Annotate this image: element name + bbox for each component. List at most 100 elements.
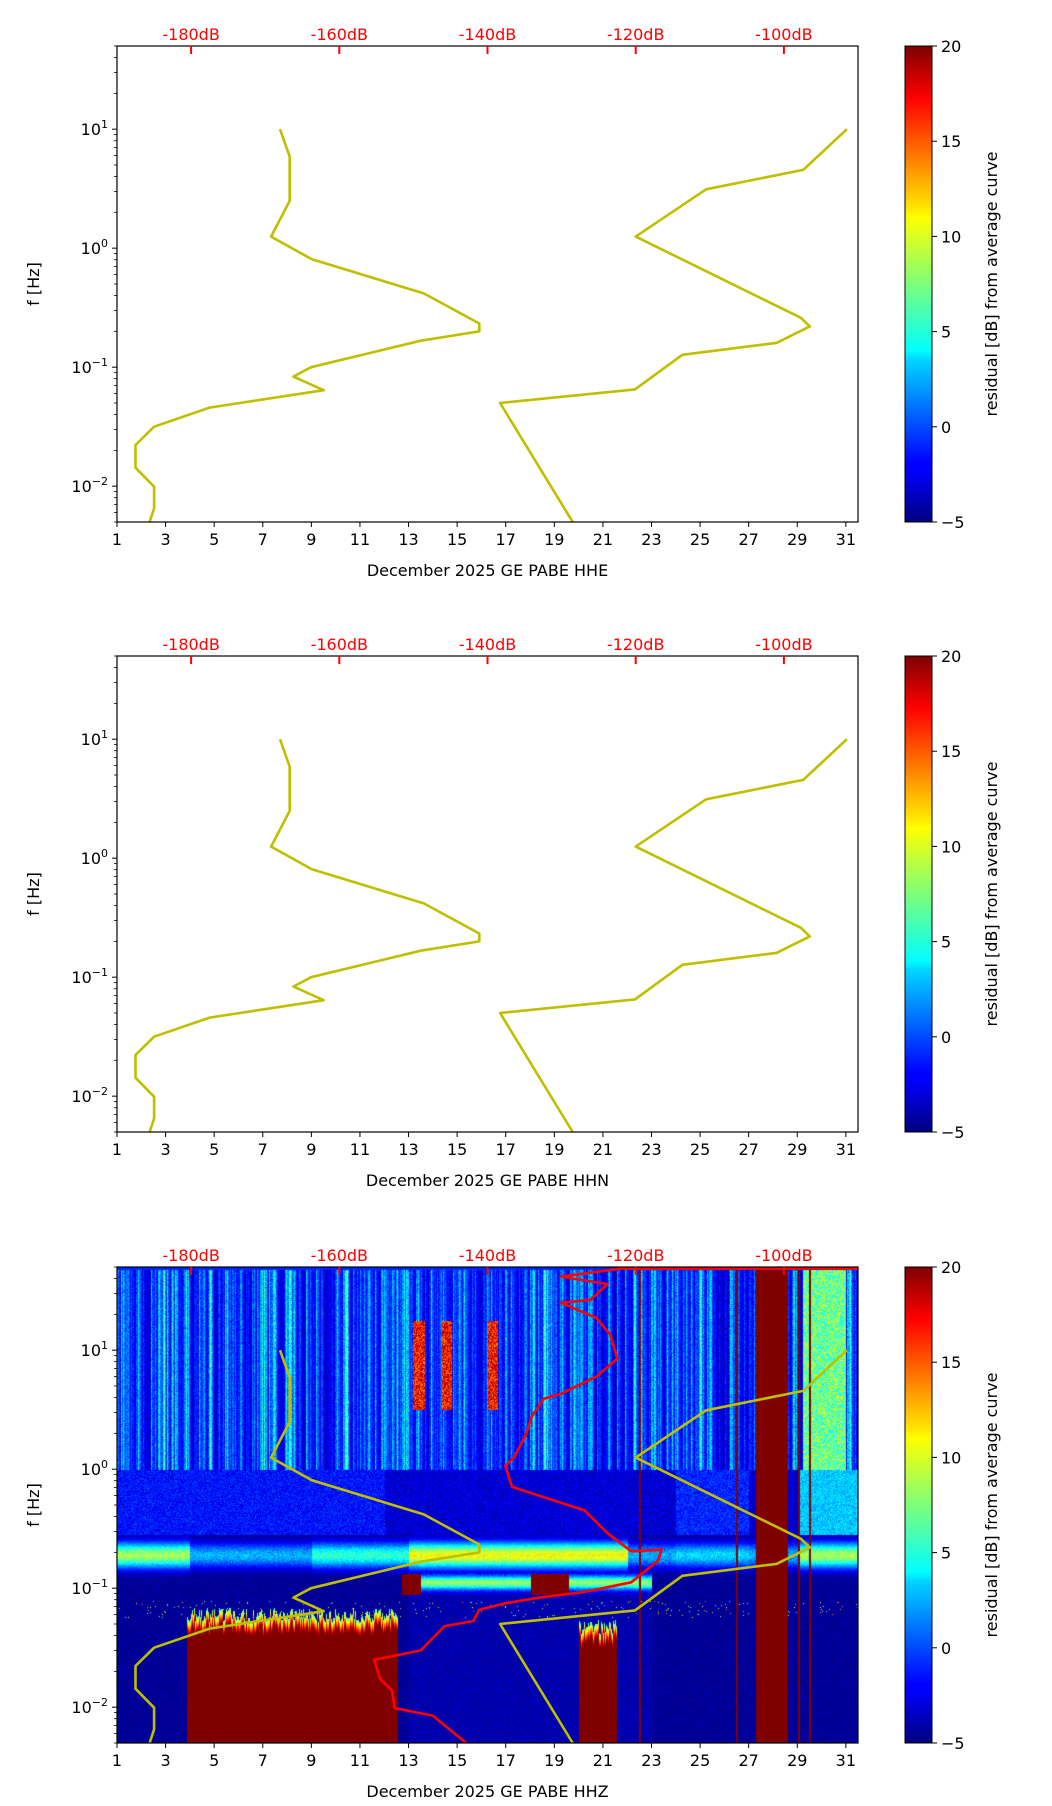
x-tick-label: 7: [258, 1751, 268, 1770]
x-tick-label: 1: [112, 530, 122, 549]
y-tick-base: 10: [71, 968, 91, 987]
x-axis-label: December 2025 GE PABE HHZ: [366, 1782, 608, 1801]
y-tick-label: 10−1: [71, 356, 108, 377]
x-tick-label: 1: [112, 1751, 122, 1770]
low-noise-model-line: [134, 128, 481, 522]
x-tick-label: 7: [258, 530, 268, 549]
db-tick-label: -180dB: [162, 635, 219, 654]
y-tick-label: 10−1: [71, 966, 108, 987]
colorbar-tick-label: −5: [941, 1123, 965, 1142]
x-tick-label: 5: [209, 1140, 219, 1159]
x-tick-label: 23: [641, 1751, 661, 1770]
x-tick-label: 15: [447, 1751, 467, 1770]
x-tick-label: 13: [398, 1751, 418, 1770]
y-tick-exponent: −2: [92, 1085, 108, 1098]
y-tick-label: 101: [81, 1339, 108, 1360]
colorbar-tick-label: 20: [941, 1258, 961, 1277]
x-tick-label: 15: [447, 530, 467, 549]
y-tick-exponent: 1: [101, 118, 108, 131]
x-tick-label: 7: [258, 1140, 268, 1159]
x-tick-label: 29: [787, 1751, 807, 1770]
x-tick-label: 29: [787, 530, 807, 549]
y-tick-base: 10: [71, 1698, 91, 1717]
y-tick-base: 10: [81, 730, 101, 749]
y-tick-exponent: 0: [101, 237, 108, 250]
colorbar-tick-label: 5: [941, 933, 951, 952]
colorbar-tick-label: 15: [941, 132, 961, 151]
y-axis-label: f [Hz]: [24, 262, 43, 306]
y-tick-exponent: −1: [92, 1577, 108, 1590]
colorbar-tick-label: 0: [941, 1639, 951, 1658]
y-tick-label: 101: [81, 728, 108, 749]
y-tick-base: 10: [81, 1460, 101, 1479]
x-tick-label: 25: [690, 1140, 710, 1159]
y-tick-exponent: 1: [101, 1339, 108, 1352]
y-tick-label: 101: [81, 118, 108, 139]
x-tick-label: 27: [738, 1140, 758, 1159]
colorbar-tick-label: 15: [941, 1353, 961, 1372]
colorbar-tick-label: 0: [941, 1028, 951, 1047]
colorbar-tick-label: −5: [941, 513, 965, 532]
axes-frame: [116, 655, 859, 1133]
colorbar-tick-label: −5: [941, 1734, 965, 1753]
x-tick-label: 3: [160, 530, 170, 549]
colorbar-tick-label: 5: [941, 323, 951, 342]
x-tick-label: 3: [160, 1140, 170, 1159]
colorbar-tick-label: 20: [941, 37, 961, 56]
x-tick-label: 1: [112, 1140, 122, 1159]
colorbar-label: residual [dB] from average curve: [982, 152, 1001, 417]
colorbar-tick-label: 10: [941, 227, 961, 246]
x-tick-label: 5: [209, 1751, 219, 1770]
x-tick-label: 25: [690, 530, 710, 549]
y-tick-label: 10−2: [71, 1696, 108, 1717]
x-tick-label: 21: [593, 530, 613, 549]
x-tick-label: 17: [496, 1751, 516, 1770]
colorbar: [904, 45, 933, 523]
x-tick-label: 9: [306, 1751, 316, 1770]
y-tick-exponent: −2: [92, 1696, 108, 1709]
x-tick-label: 27: [738, 530, 758, 549]
x-tick-label: 19: [544, 1751, 564, 1770]
y-tick-base: 10: [81, 120, 101, 139]
db-tick-label: -180dB: [162, 25, 219, 44]
x-axis-label: December 2025 GE PABE HHE: [367, 561, 608, 580]
x-tick-label: 11: [350, 530, 370, 549]
x-tick-label: 23: [641, 1140, 661, 1159]
x-tick-label: 31: [836, 1751, 856, 1770]
colorbar-tick-label: 5: [941, 1544, 951, 1563]
db-tick-label: -100dB: [755, 25, 812, 44]
db-tick-label: -140dB: [459, 635, 516, 654]
x-tick-label: 17: [496, 530, 516, 549]
y-tick-exponent: −1: [92, 966, 108, 979]
x-tick-label: 3: [160, 1751, 170, 1770]
y-tick-exponent: 0: [101, 847, 108, 860]
x-tick-label: 29: [787, 1140, 807, 1159]
x-tick-label: 19: [544, 530, 564, 549]
y-tick-base: 10: [71, 1579, 91, 1598]
db-tick-label: -180dB: [162, 1246, 219, 1265]
low-noise-model-line: [134, 738, 481, 1132]
y-tick-exponent: 0: [101, 1458, 108, 1471]
y-tick-exponent: −2: [92, 475, 108, 488]
x-tick-label: 25: [690, 1751, 710, 1770]
x-tick-label: 17: [496, 1140, 516, 1159]
y-tick-label: 100: [81, 1458, 108, 1479]
colorbar-tick-label: 0: [941, 418, 951, 437]
x-tick-label: 5: [209, 530, 219, 549]
y-tick-base: 10: [71, 477, 91, 496]
y-tick-label: 100: [81, 847, 108, 868]
colorbar-tick-label: 20: [941, 647, 961, 666]
y-tick-base: 10: [71, 358, 91, 377]
colorbar: [904, 1266, 933, 1744]
x-tick-label: 31: [836, 530, 856, 549]
y-tick-label: 10−2: [71, 475, 108, 496]
y-tick-exponent: 1: [101, 728, 108, 741]
x-tick-label: 27: [738, 1751, 758, 1770]
x-tick-label: 21: [593, 1140, 613, 1159]
colorbar: [904, 655, 933, 1133]
